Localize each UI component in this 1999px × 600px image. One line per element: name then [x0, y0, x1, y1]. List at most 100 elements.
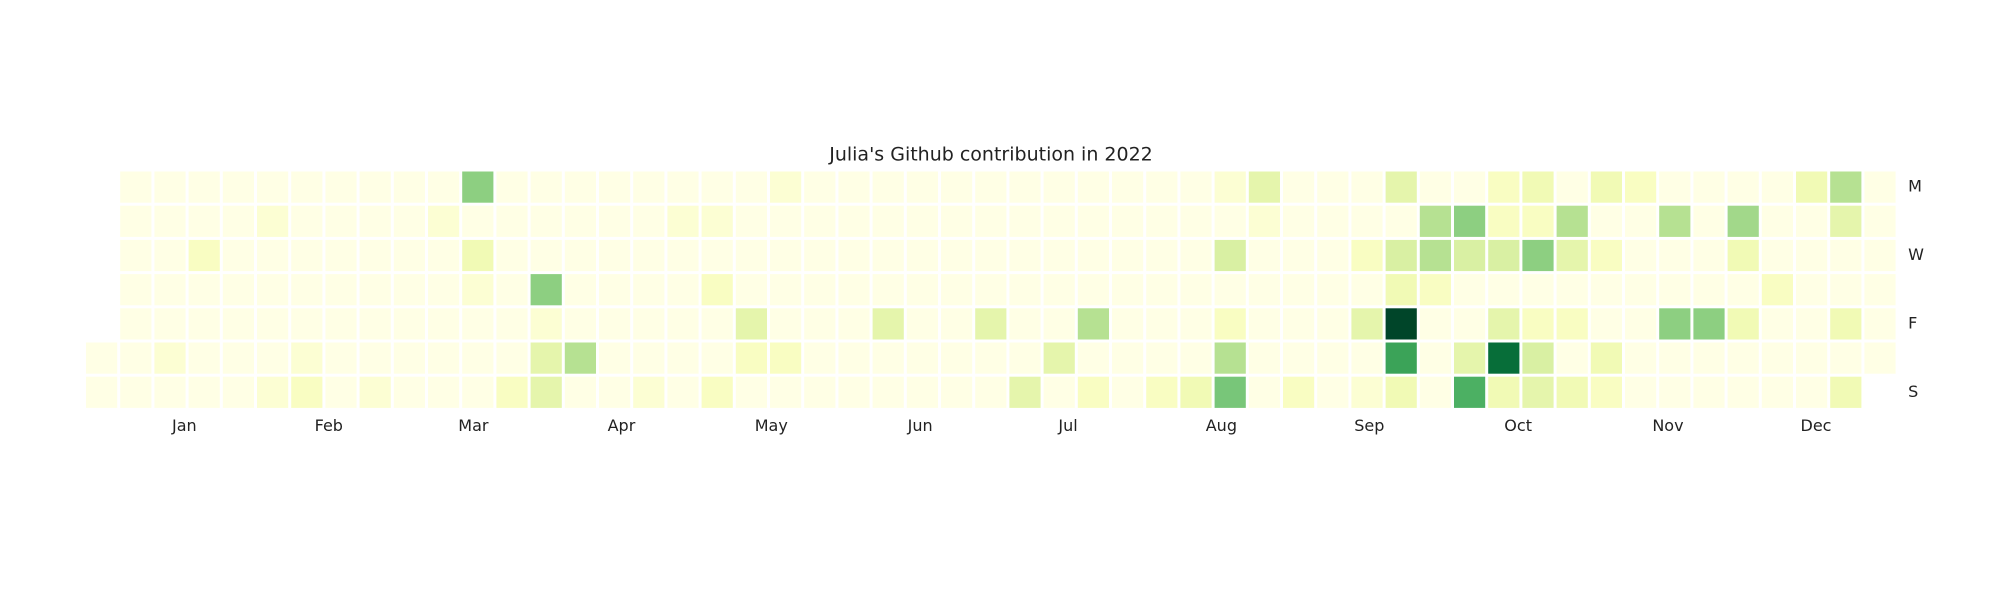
day-cell [358, 341, 392, 375]
day-cell [529, 341, 563, 375]
day-cell [495, 273, 529, 307]
day-cell [1076, 204, 1111, 238]
day-cell [1282, 307, 1316, 341]
day-cell [803, 170, 837, 204]
day-cell [1008, 273, 1042, 307]
day-cell [461, 238, 495, 273]
day-cell [392, 341, 426, 375]
day-cell [187, 375, 221, 409]
day-cell [1316, 204, 1350, 238]
day-cell [1555, 273, 1589, 307]
day-cell [1145, 375, 1179, 409]
day-cell [1145, 307, 1179, 341]
day-cell [1384, 375, 1418, 409]
day-cell [1692, 273, 1726, 307]
day-cell [666, 341, 700, 375]
day-cell [1863, 341, 1897, 375]
day-cell [1453, 375, 1487, 409]
day-cell [905, 204, 939, 238]
day-cell [1624, 375, 1658, 409]
day-cell [1282, 273, 1316, 307]
day-cell [734, 170, 768, 204]
day-cell [1076, 273, 1111, 307]
day-cell [1521, 204, 1555, 238]
day-cell [700, 238, 734, 273]
day-cell [1487, 238, 1521, 273]
day-cell [1555, 307, 1589, 341]
day-cell [1247, 273, 1282, 307]
day-cell [1726, 341, 1760, 375]
day-cell [1418, 204, 1453, 238]
day-cell [1076, 307, 1111, 341]
day-cell [1521, 170, 1555, 204]
day-cell [700, 341, 734, 375]
day-cell [837, 238, 871, 273]
day-cell [427, 170, 461, 204]
day-cell [1795, 238, 1829, 273]
day-cell [1316, 170, 1350, 204]
day-cell [632, 307, 666, 341]
day-cell [290, 204, 324, 238]
day-cell [734, 238, 768, 273]
day-cell [529, 170, 563, 204]
day-cell [940, 273, 974, 307]
month-label: Jun [907, 416, 933, 435]
day-cell [256, 375, 290, 409]
day-cell [153, 307, 187, 341]
day-cell [187, 307, 221, 341]
day-cell [324, 273, 358, 307]
day-cell [563, 170, 597, 204]
day-cell [187, 273, 221, 307]
day-cell [324, 341, 358, 375]
day-cell [734, 341, 768, 375]
day-cell [598, 307, 632, 341]
day-cell [1384, 341, 1418, 375]
day-cell [632, 375, 666, 409]
day-cell [598, 170, 632, 204]
day-cell [974, 204, 1008, 238]
day-cell [1624, 170, 1658, 204]
day-cell [1179, 375, 1213, 409]
day-cell [1726, 204, 1760, 238]
day-cell [1760, 375, 1795, 409]
day-cell [1521, 341, 1555, 375]
day-cell [1111, 341, 1145, 375]
day-cell [632, 170, 666, 204]
day-cell [1350, 170, 1384, 204]
day-cell [563, 341, 597, 375]
day-cell [1350, 375, 1384, 409]
day-cell [1589, 307, 1624, 341]
day-cell [1829, 238, 1863, 273]
day-cell [1555, 204, 1589, 238]
day-cell [495, 170, 529, 204]
day-cell [1555, 170, 1589, 204]
day-cell [1179, 273, 1213, 307]
day-cell [1384, 204, 1418, 238]
day-cell [1760, 307, 1795, 341]
day-cell [461, 375, 495, 409]
day-cell [1384, 307, 1418, 341]
day-cell [1213, 204, 1247, 238]
day-cell [1076, 375, 1111, 409]
day-cell [1008, 204, 1042, 238]
day-cell [1247, 170, 1282, 204]
day-cell [905, 170, 939, 204]
day-cell [1863, 273, 1897, 307]
day-cell [392, 238, 426, 273]
day-cell [734, 375, 768, 409]
day-cell [563, 273, 597, 307]
day-cell [324, 238, 358, 273]
day-cell [1726, 307, 1760, 341]
day-cell [256, 238, 290, 273]
day-cell [1692, 341, 1726, 375]
day-cell [1726, 273, 1760, 307]
day-cell [769, 238, 803, 273]
day-cell [1042, 273, 1076, 307]
day-cell [974, 341, 1008, 375]
day-cell [153, 273, 187, 307]
day-cell [529, 307, 563, 341]
day-cell [837, 204, 871, 238]
day-cell [666, 375, 700, 409]
day-cell [1760, 238, 1795, 273]
day-cell [905, 341, 939, 375]
